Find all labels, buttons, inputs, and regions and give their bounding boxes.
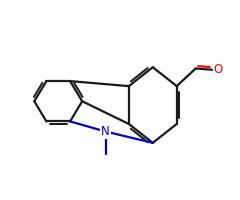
Text: O: O (214, 63, 223, 76)
Text: N: N (101, 125, 110, 138)
